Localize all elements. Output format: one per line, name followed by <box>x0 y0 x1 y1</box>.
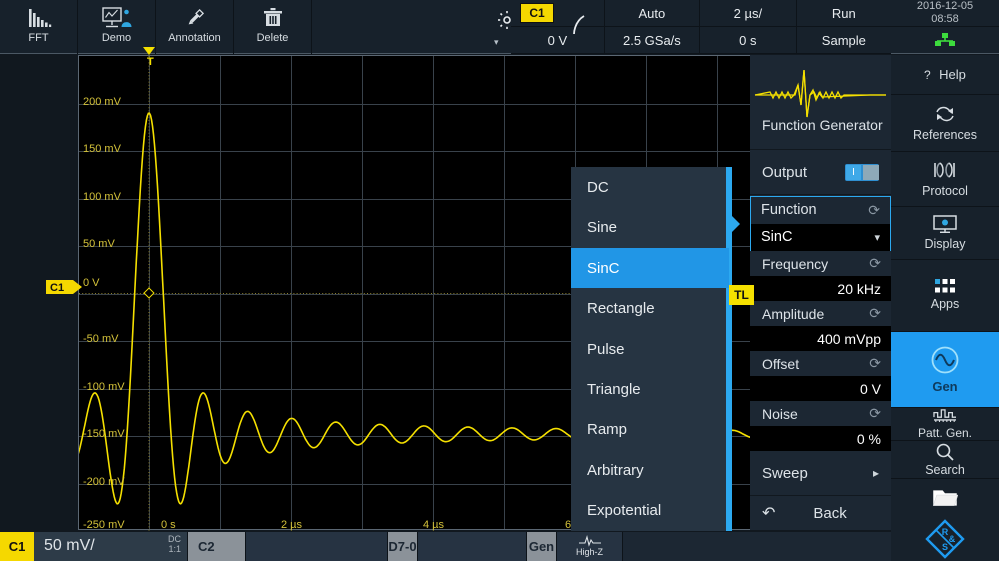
svg-text:S: S <box>942 542 948 552</box>
svg-text:R: R <box>942 527 949 537</box>
svg-text:C1: C1 <box>50 282 64 294</box>
svg-text:&: & <box>949 534 956 544</box>
svg-text:?: ? <box>924 68 931 82</box>
